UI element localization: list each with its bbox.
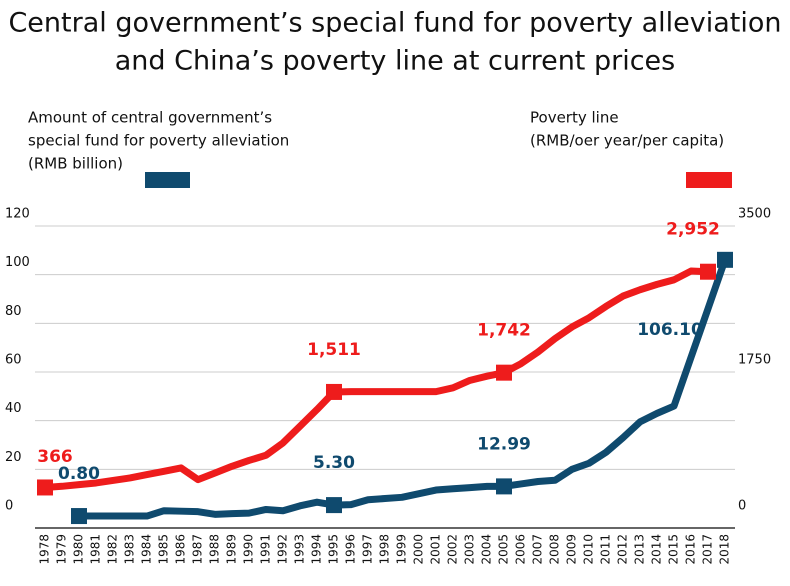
x-tick-label: 1993: [293, 534, 307, 565]
x-tick-label: 2006: [514, 534, 528, 565]
x-tick-label: 1997: [361, 534, 375, 565]
point-marker: [496, 478, 512, 495]
x-tick-label: 1999: [395, 534, 409, 565]
chart-title: Central government’s special fund for po…: [8, 8, 781, 39]
y-tick-label: 0: [5, 499, 13, 514]
x-tick-label: 2004: [480, 534, 494, 565]
x-tick-label: 2013: [633, 534, 647, 565]
x-tick-label: 2016: [684, 534, 698, 565]
y2-axis-label: (RMB/oer year/per capita): [530, 132, 724, 150]
x-tick-label: 1986: [174, 534, 188, 565]
y2-tick-label: 3500: [738, 207, 771, 222]
x-tick-label: 1995: [327, 534, 341, 565]
x-tick-label: 2012: [616, 534, 630, 565]
point-marker: [326, 383, 342, 400]
x-tick-label: 2009: [565, 534, 579, 565]
x-tick-label: 2015: [667, 534, 681, 565]
y-tick-label: 40: [5, 401, 22, 416]
x-tick-label: 1996: [344, 534, 358, 565]
x-tick-label: 1990: [242, 534, 256, 565]
x-tick-label: 2018: [718, 534, 732, 565]
x-tick-label: 1983: [123, 534, 137, 565]
y-tick-label: 80: [5, 304, 22, 319]
x-tick-label: 1980: [72, 534, 86, 565]
y2-tick-label: 1750: [738, 353, 771, 368]
data-label: 0.80: [58, 464, 100, 484]
x-tick-label: 2017: [701, 534, 715, 565]
x-tick-label: 1991: [259, 534, 273, 565]
data-label: 106.10: [637, 320, 703, 340]
x-tick-label: 2002: [446, 534, 460, 565]
y-tick-label: 120: [5, 207, 30, 222]
y-axis-label: (RMB billion): [28, 155, 123, 173]
chart-title: and China’s poverty line at current pric…: [115, 46, 676, 77]
x-tick-label: 1988: [208, 534, 222, 565]
data-label: 366: [37, 447, 73, 467]
x-tick-label: 2010: [582, 534, 596, 565]
x-tick-label: 2005: [497, 534, 511, 565]
x-tick-label: 1981: [89, 534, 103, 565]
data-label: 2,952: [666, 220, 720, 240]
point-marker: [71, 508, 87, 525]
legend-swatch: [686, 172, 732, 188]
y2-tick-label: 0: [738, 499, 746, 514]
series-line: [79, 258, 729, 520]
x-tick-label: 1992: [276, 534, 290, 565]
data-label: 1,742: [477, 321, 531, 341]
y-tick-label: 100: [5, 255, 30, 270]
x-tick-label: 1982: [106, 534, 120, 565]
x-tick-label: 2008: [548, 534, 562, 565]
x-tick-label: 1989: [225, 534, 239, 565]
point-marker: [700, 263, 716, 280]
x-tick-label: 2014: [650, 534, 664, 565]
x-tick-label: 2001: [429, 534, 443, 565]
data-label: 5.30: [313, 453, 355, 473]
x-tick-label: 1994: [310, 534, 324, 565]
point-marker: [496, 364, 512, 381]
x-tick-label: 1978: [38, 534, 52, 565]
x-tick-label: 1979: [55, 534, 69, 565]
y-axis-label: Amount of central government’s: [28, 109, 272, 127]
x-tick-label: 1987: [191, 534, 205, 565]
legend-swatch: [145, 172, 190, 188]
series-line: [44, 267, 709, 491]
x-tick-label: 2007: [531, 534, 545, 565]
y-tick-label: 20: [5, 450, 22, 465]
x-tick-label: 1998: [378, 534, 392, 565]
y-tick-label: 60: [5, 353, 22, 368]
x-tick-label: 2011: [599, 534, 613, 565]
data-label: 1,511: [307, 340, 361, 360]
data-label: 12.99: [477, 434, 531, 454]
x-tick-label: 2000: [412, 534, 426, 565]
point-marker: [37, 479, 53, 496]
x-tick-label: 2003: [463, 534, 477, 565]
x-tick-label: 1985: [157, 534, 171, 565]
point-marker: [326, 497, 342, 514]
x-tick-label: 1984: [140, 534, 154, 565]
y-axis-label: special fund for poverty alleviation: [28, 132, 289, 150]
y2-axis-label: Poverty line: [530, 109, 619, 127]
point-marker: [717, 251, 733, 268]
